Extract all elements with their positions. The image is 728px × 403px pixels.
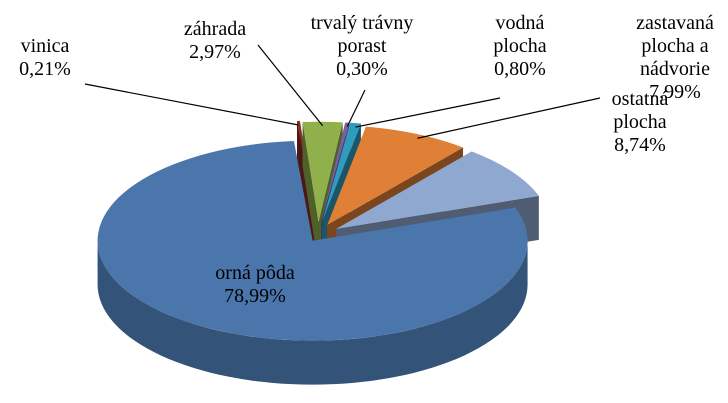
- data-label: orná pôda 78,99%: [200, 262, 310, 308]
- category-name: zastavaná plocha a nádvorie: [636, 12, 714, 80]
- slice: [97, 141, 528, 341]
- slice: [321, 122, 350, 222]
- slice: [302, 121, 343, 222]
- leader-line: [257, 44, 324, 127]
- value-label: 7,99%: [649, 81, 701, 103]
- category-name: vinica: [20, 35, 70, 57]
- slice: [322, 122, 361, 222]
- leader-line: [417, 97, 601, 139]
- slice: [327, 126, 464, 226]
- data-label: záhrada 2,97%: [170, 18, 260, 64]
- slice: [336, 151, 539, 230]
- value-label: 0,21%: [19, 58, 71, 80]
- value-label: 0,80%: [494, 58, 546, 80]
- data-label: zastavaná plocha a nádvorie 7,99%: [620, 12, 728, 104]
- category-name: ostatná plocha: [611, 88, 669, 133]
- category-name: záhrada: [183, 18, 247, 40]
- data-label: vodná plocha 0,80%: [480, 12, 560, 81]
- leader-line: [84, 83, 299, 126]
- data-label: vinica 0,21%: [5, 35, 85, 81]
- category-name: vodná plocha: [493, 12, 547, 57]
- leader-line: [355, 97, 501, 128]
- slice-side: [302, 121, 319, 266]
- value-label: 8,74%: [614, 134, 666, 156]
- value-label: 0,30%: [336, 58, 388, 80]
- category-name: orná pôda: [215, 262, 295, 284]
- value-label: 78,99%: [224, 285, 286, 307]
- category-name: trvalý trávny porast: [310, 12, 414, 57]
- value-label: 2,97%: [189, 41, 241, 63]
- data-label: ostatná plocha 8,74%: [600, 88, 680, 157]
- leader-line: [346, 89, 366, 127]
- data-label: trvalý trávny porast 0,30%: [302, 12, 422, 81]
- slice-rim: [97, 240, 528, 385]
